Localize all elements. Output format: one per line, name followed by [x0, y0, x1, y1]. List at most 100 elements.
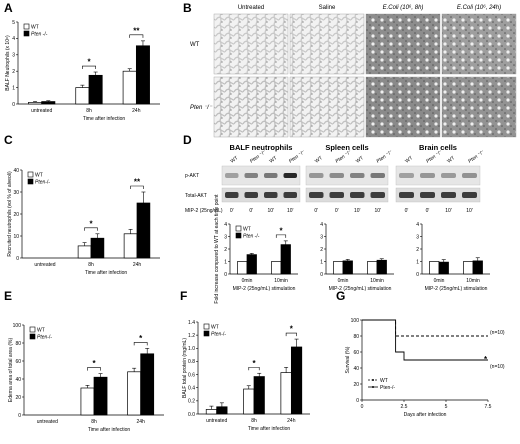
legend-swatch: [203, 323, 210, 330]
y-tick-label: 0: [16, 256, 19, 262]
bar-pten: [438, 261, 449, 275]
bar-pten: [342, 260, 353, 275]
y-tick-label: 0.4: [188, 386, 195, 392]
x-axis-label: MIP-2 (25ng/mL) stimulation: [233, 286, 296, 292]
y-axis-label: Fold increase compared to WT at each tim…: [214, 194, 220, 304]
x-tick-label: 24h: [132, 108, 141, 114]
total-akt-membrane: [395, 187, 481, 203]
micrograph-column-label: E.Coli (10⁶, 8h): [383, 4, 424, 11]
x-axis-label: Time after infection: [88, 427, 131, 433]
pakt-band: [370, 173, 385, 178]
legend-marker: [372, 379, 374, 381]
panel-letter-g: G: [336, 289, 345, 303]
y-tick-label: 0: [224, 272, 227, 278]
stim-time-label: 10': [374, 208, 381, 214]
y-tick-label: 60: [15, 359, 21, 365]
micrograph-image: [289, 76, 365, 138]
n-label: (n=10): [490, 330, 505, 336]
x-tick-label: 8h: [86, 108, 92, 114]
x-tick-label: 7.5: [485, 404, 492, 410]
significance-star: **: [133, 26, 140, 35]
bar-pten: [88, 74, 103, 105]
legend-swatch: [27, 171, 34, 178]
total-akt-membrane: [221, 187, 301, 203]
micrograph-image: [441, 13, 517, 75]
stim-time-label: 10': [267, 208, 274, 214]
y-tick-label: 1.2: [188, 333, 195, 339]
bar-wt: [429, 261, 440, 275]
x-tick-label: 10min: [466, 278, 480, 284]
x-axis-label: Time after infection: [85, 270, 128, 276]
significance-bracket: [129, 34, 144, 38]
survival-chart-g: 0 20 40 60 80 100 0 2.5 5 7.5 Survival (%) Days aft…: [345, 318, 505, 418]
blot-lane-label: Pten ⁻/⁻: [467, 149, 486, 165]
x-tick-label: 2.5: [401, 404, 408, 410]
y-tick-label: 0.8: [188, 359, 195, 365]
micrograph-image: [213, 13, 289, 75]
legend-swatch: [235, 232, 242, 239]
bar-pten: [140, 353, 155, 416]
significance-star: *: [92, 359, 96, 368]
blot-lane-label: Pten ⁻/⁻: [375, 149, 394, 165]
y-tick-label: 1: [12, 85, 15, 91]
total-akt-band: [329, 192, 344, 198]
x-axis-label: MIP-2 (25ng/mL) stimulation: [425, 286, 488, 292]
total-akt-band: [264, 192, 278, 198]
total-akt-band: [399, 192, 414, 198]
stim-time-label: 10': [445, 208, 452, 214]
legend-marker: [372, 386, 374, 388]
y-axis-label: BALF Neutrophils (x 10⁶): [5, 35, 11, 91]
micrograph-image: [365, 13, 441, 75]
total-akt-band: [309, 192, 324, 198]
chart-panel-f: 0.0 0.2 0.4 0.6 0.8 1.0 1.2 1.4 BALF total prote…: [182, 320, 310, 432]
bar-wt: [280, 372, 292, 415]
y-tick-label: 80: [15, 341, 21, 347]
stim-time-label: 10': [466, 208, 473, 214]
significance-star: *: [290, 325, 294, 334]
legend-swatch: [23, 30, 30, 37]
stim-time-label: 0': [335, 208, 339, 214]
blot-stim-label: MIP-2 (25ng/mL): [185, 208, 223, 214]
significance-bracket: [82, 65, 96, 70]
x-tick-label: 0min: [242, 278, 253, 284]
y-tick-label: 20: [353, 382, 359, 388]
panel-letter-a: A: [4, 1, 13, 15]
y-tick-label: 40: [15, 377, 21, 383]
blot-lane-label: Pten ⁻/⁻: [425, 149, 444, 165]
legend-label: WT: [31, 25, 39, 31]
stim-time-label: 0': [405, 208, 409, 214]
n-label: (n=10): [490, 364, 505, 370]
bar-wt: [205, 409, 218, 415]
y-tick-label: 2: [320, 247, 323, 253]
bar-wt: [463, 261, 474, 275]
bar-wt: [333, 261, 344, 275]
survival-line-pten: [362, 319, 488, 361]
blot-lane-label: WT: [446, 155, 456, 164]
bar-wt: [80, 387, 95, 416]
legend-swatch: [235, 225, 242, 232]
x-tick-label: untreated: [34, 262, 55, 268]
blot-lane-label: Pten ⁻/⁻: [249, 149, 268, 165]
y-tick-label: 30: [13, 190, 19, 196]
y-tick-label: 60: [353, 350, 359, 356]
blot-lane-label: WT: [268, 155, 278, 164]
pakt-band: [244, 173, 258, 178]
bar-wt: [123, 233, 138, 259]
bar-pten: [280, 244, 291, 275]
y-tick-label: 0: [416, 272, 419, 278]
x-axis-label: Time after infection: [83, 116, 126, 122]
y-tick-label: 4: [12, 36, 15, 42]
x-axis-label: MIP-2 (25ng/mL) stimulation: [329, 286, 392, 292]
pakt-band: [462, 173, 477, 178]
x-tick-label: untreated: [37, 419, 58, 425]
bar-pten: [136, 202, 151, 259]
y-tick-label: 10: [13, 234, 19, 240]
chart-panel-e: 0 20 40 60 80 100 Edema area of total area (%)…: [8, 323, 164, 433]
y-tick-label: 0: [320, 272, 323, 278]
x-tick-label: 8h: [251, 418, 257, 424]
total-akt-membrane: [305, 187, 389, 203]
x-tick-label: 8h: [88, 262, 94, 268]
y-tick-label: 40: [13, 168, 19, 174]
y-tick-label: 0: [356, 398, 359, 404]
